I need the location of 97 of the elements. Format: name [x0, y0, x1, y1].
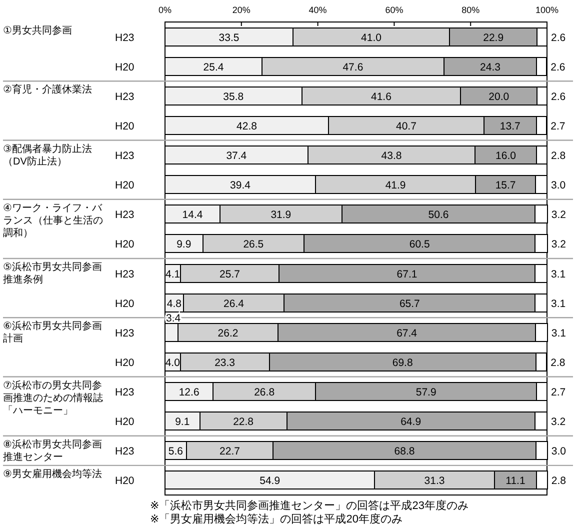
data-label: 3.1: [551, 327, 566, 340]
data-label: 31.3: [424, 475, 445, 488]
data-label: 22.9: [483, 32, 504, 44]
data-label: 60.5: [409, 238, 430, 251]
data-label: 39.4: [230, 180, 251, 192]
data-label: 3.1: [551, 268, 566, 280]
data-label: 37.4: [226, 150, 247, 162]
y-tick-label: H23: [115, 446, 134, 458]
data-label: 22.8: [233, 416, 254, 428]
data-label: 26.8: [254, 386, 275, 399]
data-label: 41.0: [361, 32, 382, 44]
data-label: 35.8: [223, 90, 244, 103]
text: ⑥浜松市男女共同参画計画: [3, 320, 102, 345]
text: ⑤浜松市男女共同参画推進条例: [3, 261, 102, 286]
data-label: 9.9: [176, 238, 192, 251]
y-tick-label: H23: [115, 150, 134, 162]
data-label: 2.8: [551, 150, 566, 162]
data-label: 13.7: [500, 120, 521, 132]
y-tick-label: H20: [115, 238, 134, 251]
data-label: 5.6: [168, 446, 184, 458]
x-tick-label: 0%: [158, 5, 172, 15]
data-label: 65.7: [399, 298, 420, 310]
annotation: ※「男女雇用機会均等法」の回答は平成20年度のみ: [150, 512, 402, 526]
x-tick-label: 100%: [535, 5, 559, 15]
data-label: 22.7: [220, 446, 240, 458]
data-label: 9.1: [175, 416, 190, 428]
data-label: 26.2: [218, 327, 238, 340]
data-label: 2.8: [550, 356, 566, 369]
data-label: 3.4: [166, 312, 181, 324]
x-tick-label: 80%: [462, 5, 480, 15]
data-label: 15.7: [495, 180, 516, 192]
data-label: 43.8: [381, 150, 402, 162]
data-label: 2.7: [551, 386, 566, 399]
data-label: 11.1: [506, 475, 526, 488]
data-label: 54.9: [260, 475, 280, 488]
data-label: 23.3: [214, 356, 236, 369]
y-tick-label: H20: [115, 120, 134, 132]
text: ③配偶者暴力防止法（DV防止法）: [3, 142, 92, 168]
text: ②育児・介護休業法: [3, 84, 92, 96]
data-label: 2.8: [551, 475, 566, 488]
y-tick-label: H23: [115, 327, 134, 340]
y-tick-label: H20: [115, 475, 134, 488]
y-tick-label: H20: [115, 298, 134, 310]
data-label: 2.7: [550, 120, 566, 132]
data-label: 25.4: [203, 61, 224, 74]
data-label: 3.1: [551, 298, 566, 310]
data-label: 2.6: [551, 32, 566, 44]
x-tick-label: 20%: [232, 5, 250, 15]
data-label: 41.6: [370, 90, 392, 103]
data-label: 26.5: [243, 238, 264, 251]
data-label: 33.5: [218, 32, 240, 44]
data-label: 24.3: [480, 61, 501, 74]
data-label: 14.4: [182, 209, 203, 222]
text: ⑨男女雇用機会均等法: [3, 468, 102, 480]
text: ⑧浜松市男女共同参画推進センター: [3, 438, 102, 463]
data-label: 67.1: [396, 268, 418, 280]
data-label: 47.6: [342, 61, 364, 74]
text: ⑦浜松市の男女共同参画推進のための情報誌「ハーモニー」: [3, 379, 103, 416]
data-label: 16.0: [496, 150, 516, 162]
x-tick-label: 40%: [308, 5, 327, 15]
y-tick-label: H20: [115, 416, 134, 428]
y-tick-label: H20: [115, 180, 134, 192]
text: ④ワーク・ライフ・バランス（仕事と生活の調和）: [3, 202, 103, 239]
data-label: 4.0: [165, 356, 180, 369]
data-label: 41.9: [385, 180, 406, 192]
data-label: 2.6: [550, 61, 566, 74]
data-label: 3.0: [551, 446, 566, 458]
y-tick-label: H23: [115, 90, 134, 103]
data-label: 64.9: [400, 416, 422, 428]
annotation: ※「浜松市男女共同参画推進センター」の回答は平成23年度のみ: [150, 499, 468, 512]
y-tick-label: H20: [115, 356, 134, 369]
text: ①男女共同参画: [3, 24, 72, 36]
data-label: 3.2: [551, 209, 566, 222]
data-label: 67.4: [396, 327, 418, 340]
data-label: 12.6: [178, 386, 200, 399]
data-label: 40.7: [396, 120, 417, 132]
data-label: 57.9: [416, 386, 436, 399]
y-tick-label: H23: [115, 32, 134, 44]
data-label: 26.4: [224, 298, 244, 310]
data-label: 20.0: [488, 90, 510, 103]
data-label: 31.9: [270, 209, 292, 222]
data-label: 3.0: [551, 180, 566, 192]
y-tick-label: H20: [115, 61, 134, 74]
data-label: 42.8: [236, 120, 258, 132]
y-tick-label: H23: [115, 386, 134, 399]
data-label: 2.6: [551, 90, 566, 103]
data-label: 68.8: [394, 446, 415, 458]
data-label: 50.6: [428, 209, 449, 222]
x-tick-label: 60%: [385, 5, 404, 15]
data-label: 3.2: [551, 416, 566, 428]
data-label: 25.7: [220, 268, 240, 280]
data-label: 69.8: [392, 356, 413, 369]
y-tick-label: H23: [115, 209, 134, 222]
data-label: 4.8: [166, 298, 182, 310]
y-tick-label: H23: [115, 268, 134, 280]
data-label: 4.1: [166, 268, 180, 280]
data-label: 3.2: [551, 238, 566, 251]
